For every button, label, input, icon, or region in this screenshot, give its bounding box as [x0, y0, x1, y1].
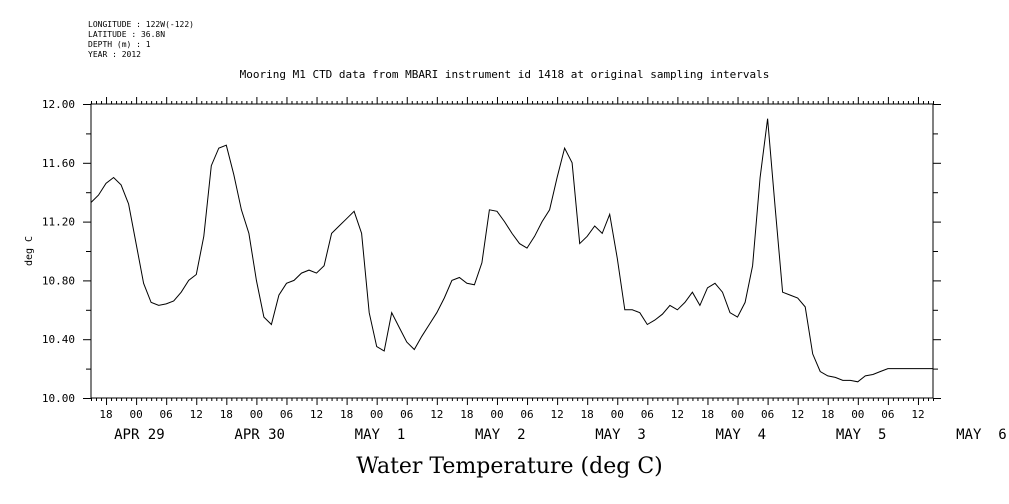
x-day-label: MAY 4 [716, 427, 767, 443]
x-hour-label: 06 [881, 408, 894, 421]
longitude-text: LONGITUDE : 122W(-122) [88, 20, 194, 29]
temperature-series-line [90, 118, 933, 383]
x-day-label: APR 29 [114, 427, 165, 443]
x-hour-label: 12 [310, 408, 323, 421]
x-hour-label: 06 [400, 408, 413, 421]
depth-text: DEPTH (m) : 1 [88, 40, 151, 49]
x-day-label: MAY 6 [956, 427, 1007, 443]
x-day-label: MAY 5 [836, 427, 887, 443]
y-tick-label: 10.40 [42, 333, 75, 346]
y-tick-label: 12.00 [42, 98, 75, 111]
x-axis-label: Water Temperature (deg C) [356, 454, 663, 479]
x-day-label: APR 30 [234, 427, 285, 443]
metadata-block: LONGITUDE : 122W(-122) LATITUDE : 36.8N … [88, 20, 194, 60]
x-hour-label: 06 [641, 408, 654, 421]
x-hour-label: 00 [250, 408, 263, 421]
chart-title: Mooring M1 CTD data from MBARI instrumen… [239, 68, 770, 81]
x-hour-label: 12 [911, 408, 924, 421]
x-hour-label: 12 [791, 408, 804, 421]
x-hour-label: 00 [611, 408, 624, 421]
y-tick-label: 11.60 [42, 157, 75, 170]
y-tick-label: 11.20 [42, 216, 75, 229]
x-day-label: MAY 2 [475, 427, 526, 443]
chart-tick-labels: 18 00 06 12 18 00 06 12 18 00 06 12 18 00 06 12 18 00 06 12… [42, 98, 1007, 443]
x-hour-label: 18 [220, 408, 233, 421]
chart-axes [90, 103, 934, 399]
x-hour-label: 06 [761, 408, 774, 421]
x-hour-label: 00 [370, 408, 383, 421]
chart-canvas: 18 00 06 12 18 00 06 12 18 00 06 12 18 00 06 12 18 00 06 12… [24, 97, 1007, 443]
x-hour-label: 18 [340, 408, 353, 421]
plot-frame [90, 103, 934, 399]
x-hour-label: 00 [129, 408, 142, 421]
x-hour-label: 18 [99, 408, 112, 421]
x-hour-label: 12 [671, 408, 684, 421]
x-hour-label: 18 [460, 408, 473, 421]
y-tick-label: 10.80 [42, 274, 75, 287]
x-day-label: MAY 1 [355, 427, 406, 443]
y-tick-label: 10.00 [42, 392, 75, 405]
x-hour-label: 18 [701, 408, 714, 421]
x-hour-label: 00 [851, 408, 864, 421]
x-hour-label: 00 [490, 408, 503, 421]
year-text: YEAR : 2012 [88, 50, 141, 59]
x-hour-label: 06 [280, 408, 293, 421]
x-hour-label: 18 [821, 408, 834, 421]
x-hour-label: 18 [581, 408, 594, 421]
x-day-label: MAY 3 [595, 427, 646, 443]
chart-ticks [83, 97, 941, 405]
x-hour-label: 06 [160, 408, 173, 421]
x-hour-label: 12 [190, 408, 203, 421]
y-axis-label: deg C [24, 236, 35, 266]
x-hour-label: 06 [520, 408, 533, 421]
latitude-text: LATITUDE : 36.8N [88, 30, 166, 39]
x-hour-label: 12 [550, 408, 563, 421]
x-hour-label: 00 [731, 408, 744, 421]
x-hour-label: 12 [430, 408, 443, 421]
